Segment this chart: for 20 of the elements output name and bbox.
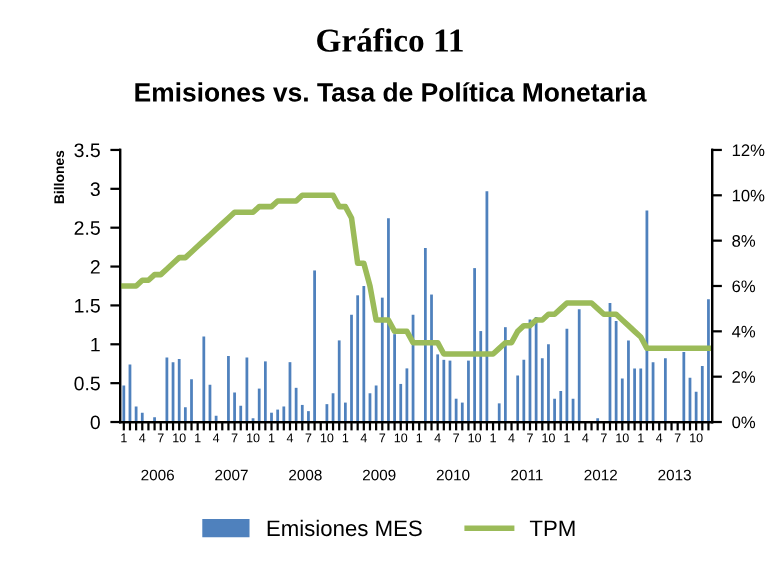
y-tick-label: 2 [90,260,100,274]
y-tick-label: 0 [90,415,100,430]
y-tick-label: 1 [91,337,100,352]
y2-tick-label: 6% [732,280,756,293]
y2-tick-label: 4% [731,325,756,338]
y-tick-label: 1.5 [75,299,100,313]
y-tick-label: 3 [90,182,100,197]
y2-tick-label: 12% [732,144,765,157]
y-tick-label: 0.5 [74,376,100,391]
chart-subtitle: Emisiones vs. Tasa de Política Monetaria [135,82,647,102]
y2-tick-label: 0% [732,416,756,429]
legend-label: Emisiones MES [267,519,422,537]
chart-title: Gráfico 11 [317,28,463,52]
y2-tick-label: 8% [732,235,756,247]
y2-tick-label: 2% [732,371,756,383]
line-series [121,192,712,357]
y-tick-label: 3.5 [74,143,100,158]
legend-label: TPM [529,520,575,536]
y2-tick-label: 10% [732,189,765,202]
y-tick-label: 2.5 [74,221,100,235]
